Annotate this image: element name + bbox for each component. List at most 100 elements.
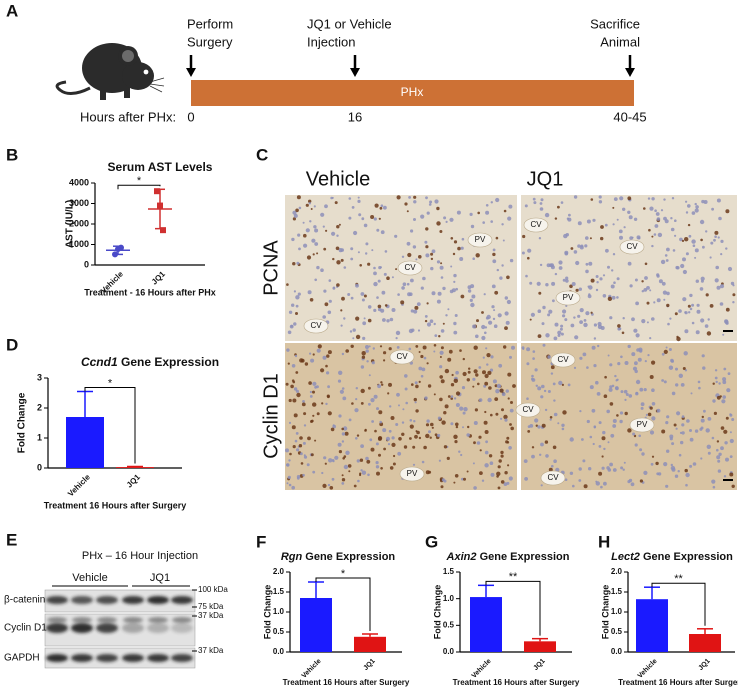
nucleus bbox=[685, 211, 689, 214]
nucleus bbox=[557, 422, 560, 425]
nucleus bbox=[380, 381, 383, 384]
nucleus bbox=[716, 448, 719, 452]
nucleus bbox=[684, 468, 688, 473]
nucleus bbox=[648, 228, 651, 232]
blot-title: PHx – 16 Hour Injection bbox=[82, 550, 198, 562]
nucleus bbox=[663, 462, 668, 467]
title-text: Gene Expression bbox=[121, 355, 219, 369]
nucleus bbox=[472, 377, 476, 381]
nucleus bbox=[365, 456, 369, 461]
nucleus bbox=[439, 265, 444, 270]
nucleus bbox=[443, 445, 448, 449]
nucleus bbox=[430, 257, 434, 261]
nucleus bbox=[592, 218, 596, 222]
nucleus bbox=[323, 456, 327, 460]
nucleus bbox=[490, 413, 493, 417]
nucleus bbox=[544, 440, 549, 444]
nucleus bbox=[482, 370, 486, 375]
bar bbox=[300, 598, 332, 652]
nucleus bbox=[651, 235, 654, 238]
nucleus bbox=[291, 379, 295, 383]
nucleus bbox=[506, 299, 511, 305]
nucleus bbox=[656, 217, 661, 221]
nucleus bbox=[554, 322, 559, 327]
nucleus bbox=[524, 204, 528, 208]
nucleus bbox=[416, 430, 420, 435]
nucleus bbox=[341, 432, 346, 436]
timeline-bar-label: PHx bbox=[401, 85, 424, 99]
nucleus bbox=[299, 358, 304, 363]
nucleus bbox=[326, 394, 330, 398]
nucleus bbox=[389, 466, 394, 470]
nucleus bbox=[395, 423, 399, 426]
nucleus bbox=[706, 444, 711, 449]
nucleus bbox=[635, 392, 639, 396]
nucleus bbox=[675, 427, 678, 430]
nucleus bbox=[356, 434, 360, 437]
nucleus bbox=[707, 451, 711, 455]
nucleus bbox=[552, 382, 556, 386]
nucleus bbox=[491, 284, 496, 289]
nucleus bbox=[338, 248, 343, 253]
nucleus bbox=[565, 279, 569, 283]
micrograph: CV CV PV CV bbox=[515, 343, 737, 490]
nucleus bbox=[719, 284, 725, 289]
nucleus bbox=[671, 442, 675, 446]
nucleus bbox=[523, 459, 528, 463]
nucleus bbox=[291, 303, 295, 307]
nucleus bbox=[408, 347, 412, 351]
nucleus bbox=[695, 330, 700, 335]
nucleus bbox=[656, 298, 661, 303]
nucleus bbox=[649, 375, 654, 379]
nucleus bbox=[712, 399, 716, 403]
nucleus bbox=[296, 195, 301, 200]
nucleus bbox=[551, 281, 556, 286]
nucleus bbox=[716, 198, 721, 203]
nucleus bbox=[503, 345, 507, 349]
nucleus bbox=[681, 423, 685, 427]
nucleus bbox=[292, 445, 296, 449]
nucleus bbox=[295, 371, 299, 374]
panel-letter: H bbox=[598, 532, 610, 551]
nucleus bbox=[714, 278, 719, 283]
nucleus bbox=[532, 357, 535, 360]
nucleus bbox=[699, 427, 703, 431]
nucleus bbox=[600, 485, 603, 489]
nucleus bbox=[607, 354, 610, 357]
nucleus bbox=[539, 453, 542, 456]
nucleus bbox=[649, 289, 652, 292]
nucleus bbox=[467, 289, 472, 293]
event-arrowhead bbox=[350, 68, 360, 77]
nucleus bbox=[369, 438, 373, 442]
nucleus bbox=[605, 248, 609, 253]
nucleus bbox=[401, 255, 405, 258]
nucleus bbox=[568, 213, 571, 217]
nucleus bbox=[312, 414, 315, 417]
nucleus bbox=[468, 367, 471, 370]
nucleus bbox=[368, 345, 371, 348]
nucleus bbox=[340, 309, 343, 312]
nucleus bbox=[383, 359, 386, 362]
nucleus bbox=[453, 321, 457, 326]
nucleus bbox=[540, 442, 544, 447]
nucleus bbox=[661, 429, 666, 434]
blot-band bbox=[96, 623, 118, 633]
nucleus bbox=[445, 314, 448, 317]
nucleus bbox=[483, 384, 487, 388]
nucleus bbox=[342, 426, 348, 431]
nucleus bbox=[726, 388, 731, 393]
nucleus bbox=[397, 293, 400, 296]
nucleus bbox=[613, 281, 616, 285]
nucleus bbox=[598, 200, 603, 204]
nucleus bbox=[425, 245, 429, 249]
nucleus bbox=[560, 324, 564, 328]
nucleus bbox=[671, 197, 675, 200]
chart-title: Axin2 Gene Expression bbox=[446, 551, 570, 563]
nucleus bbox=[494, 397, 499, 401]
nucleus bbox=[287, 330, 292, 335]
nucleus bbox=[709, 304, 714, 308]
nucleus bbox=[631, 317, 635, 322]
nucleus bbox=[529, 424, 534, 428]
nucleus bbox=[647, 412, 652, 417]
nucleus bbox=[704, 324, 709, 328]
